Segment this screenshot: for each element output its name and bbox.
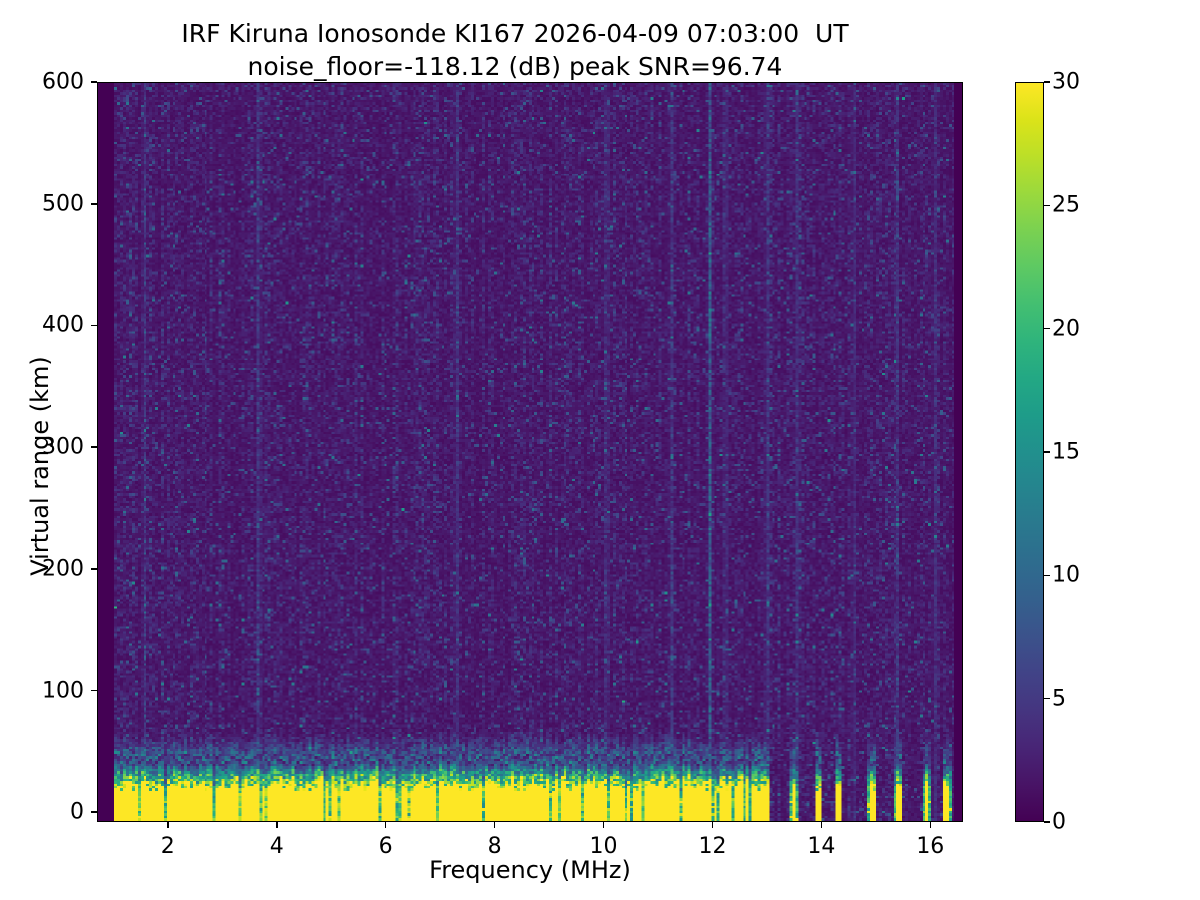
y-tick [91, 324, 97, 327]
y-tick [91, 568, 97, 570]
x-tick [167, 822, 169, 828]
y-tick-label: 300 [42, 434, 84, 460]
colorbar-tick-label: 15 [1052, 439, 1080, 465]
x-tick [929, 822, 932, 828]
colorbar-ticks [1044, 81, 1050, 823]
x-tick [602, 822, 605, 828]
x-tick-label: 6 [378, 834, 393, 859]
y-tick-label: 600 [42, 69, 84, 95]
colorbar-tick [1044, 451, 1050, 453]
colorbar-tick [1044, 697, 1050, 700]
colorbar-gradient [1016, 83, 1043, 821]
y-tick-label: 500 [42, 191, 84, 217]
x-tick [275, 822, 278, 828]
y-axis-tick-labels: 0 100 200 300 400 500 600 [0, 70, 84, 825]
colorbar-tick-label: 10 [1052, 562, 1080, 588]
x-tick [711, 822, 714, 828]
colorbar-tick [1044, 821, 1050, 823]
x-tick [384, 822, 387, 828]
colorbar-tick-label: 25 [1052, 192, 1080, 218]
colorbar-tick [1044, 81, 1050, 83]
title-line-1: IRF Kiruna Ionosonde KI167 2026-04-09 07… [181, 19, 849, 48]
y-tick-label: 200 [42, 556, 84, 582]
colorbar-tick [1044, 327, 1050, 330]
x-tick-label: 4 [269, 834, 284, 859]
colorbar [1015, 82, 1044, 822]
x-tick-label: 8 [487, 834, 502, 859]
y-tick-label: 100 [42, 678, 84, 704]
x-tick [493, 822, 496, 828]
y-tick [91, 81, 97, 83]
x-tick-label: 14 [807, 834, 836, 859]
ionogram-heatmap-canvas [98, 83, 962, 821]
y-tick-label: 0 [70, 799, 84, 825]
ionogram-plot-area [97, 82, 963, 822]
x-axis-ticks [97, 822, 963, 830]
y-tick-label: 400 [42, 312, 84, 338]
colorbar-tick-labels: 0 5 10 15 20 25 30 [1052, 70, 1098, 835]
colorbar-tick-label: 20 [1052, 316, 1080, 342]
title-line-2: noise_floor=-118.12 (dB) peak SNR=96.74 [247, 51, 783, 81]
x-tick-label: 2 [160, 834, 175, 859]
y-tick [91, 202, 97, 205]
x-tick-label: 16 [916, 834, 945, 859]
y-axis-label: Virtual range (km) [26, 356, 54, 576]
colorbar-tick-label: 0 [1052, 809, 1066, 835]
colorbar-tick [1044, 204, 1050, 207]
colorbar-tick [1044, 574, 1050, 577]
y-tick [91, 689, 97, 692]
colorbar-tick-label: 30 [1052, 69, 1080, 95]
colorbar-tick-label: 5 [1052, 686, 1066, 712]
x-tick-label: 12 [698, 834, 727, 859]
x-tick-label: 10 [589, 834, 618, 859]
y-tick [91, 811, 97, 814]
x-axis-label: Frequency (MHz) [429, 856, 631, 884]
x-tick [820, 822, 823, 828]
x-axis-tick-labels: 2 4 6 8 10 12 14 16 [97, 834, 963, 864]
y-tick [91, 446, 97, 448]
figure-title: IRF Kiruna Ionosonde KI167 2026-04-09 07… [0, 18, 1030, 83]
